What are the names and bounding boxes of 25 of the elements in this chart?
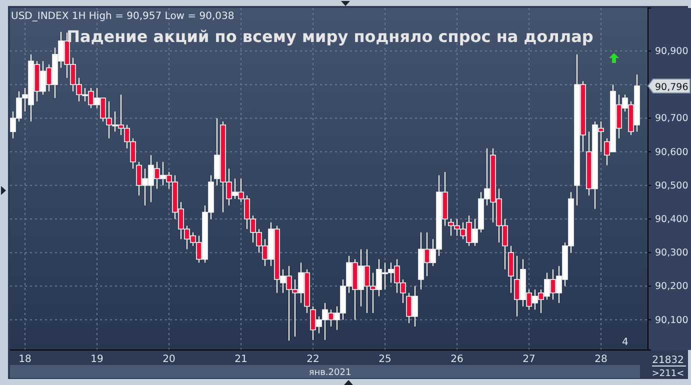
x-tick-label: 18 — [18, 354, 32, 365]
x-tick-label: 27 — [522, 354, 536, 365]
y-tick-label: 90,400 — [655, 214, 688, 226]
y-tick-label: 90,500 — [655, 180, 688, 192]
chart-subtitle: USD_INDEX 1H High = 90,957 Low = 90,038 — [11, 11, 234, 22]
x-tick-label: 20 — [162, 354, 176, 365]
text: Падение акций по всему миру подняло спрос на доллар — [66, 27, 594, 46]
y-tick-label: 90,100 — [655, 314, 688, 326]
x-tick-label: 21 — [234, 354, 248, 365]
x-tick-label: 26 — [450, 354, 464, 365]
x-tick-label: 22 — [306, 354, 320, 365]
text: 21832 — [652, 355, 684, 366]
text: 90,796 — [655, 82, 688, 93]
y-tick-label: 90,300 — [655, 248, 688, 259]
y-tick-label: 90,600 — [655, 146, 688, 158]
x-tick-label: 19 — [90, 354, 104, 365]
x-tick-label: 28 — [594, 354, 608, 365]
y-tick-label: 90,700 — [655, 113, 688, 124]
x-tick-label: 25 — [378, 354, 392, 365]
y-tick-label: 90,200 — [655, 281, 688, 292]
x-axis-title: янв.2021 — [308, 368, 352, 378]
candlestick — [508, 245, 514, 294]
text: >211< — [652, 369, 684, 379]
y-tick-label: 90,900 — [655, 46, 688, 58]
annotation: 4 — [622, 337, 628, 348]
